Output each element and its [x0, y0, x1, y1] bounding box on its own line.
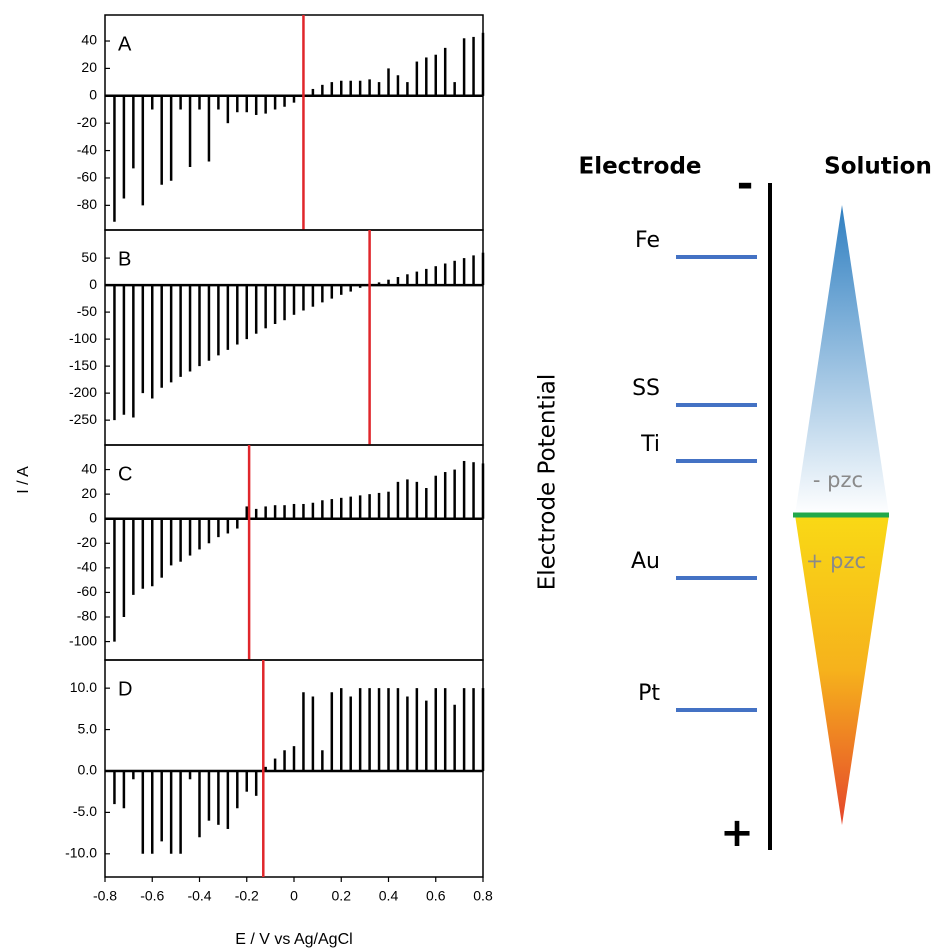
- minus-sign: -: [737, 161, 754, 207]
- x-tick-label: 0.2: [332, 888, 352, 904]
- metal-label: Pt: [638, 681, 660, 706]
- diagram: Electrode Solution Electrode Potential -…: [535, 154, 932, 857]
- metal-label: Au: [631, 549, 660, 574]
- y-tick-label: 0.0: [78, 762, 98, 778]
- y-tick-label: -80: [77, 196, 97, 212]
- x-tick-label: 0: [290, 888, 298, 904]
- panel: 10.0 5.0 0.0 -5.0 -10.0 D -0.8 -0.6 -0.4 -0.2 0 0.2…: [65, 659, 493, 948]
- x-tick-label: -0.4: [187, 888, 211, 904]
- y-tick-label: -80: [77, 608, 97, 624]
- positive-zone: [795, 515, 889, 825]
- x-tick-label: 0.6: [426, 888, 446, 904]
- panel: 40 20 0 -20 -40 -60 -80 A: [77, 14, 485, 231]
- y-tick-label: -150: [69, 357, 97, 373]
- y-tick-label: -20: [77, 114, 97, 130]
- axis-label: Electrode Potential: [535, 374, 561, 591]
- y-tick-label: 40: [81, 32, 97, 48]
- x-tick-label: 0.8: [473, 888, 493, 904]
- y-tick-label: -100: [69, 632, 97, 648]
- y-tick-label: 20: [81, 485, 97, 501]
- plus-sign: +: [720, 810, 754, 856]
- y-tick-label: -50: [77, 303, 97, 319]
- y-tick-label: 0: [89, 509, 97, 525]
- metal-label: Ti: [640, 432, 660, 457]
- y-tick-label: -10.0: [65, 845, 97, 861]
- solution-header: Solution: [824, 154, 932, 180]
- zone-label: - pzc: [813, 468, 863, 492]
- zone-label: + pzc: [806, 549, 866, 573]
- x-tick-label: -0.8: [93, 888, 117, 904]
- y-tick-label: -40: [77, 559, 97, 575]
- x-tick-label: -0.6: [140, 888, 164, 904]
- y-tick-label: -200: [69, 384, 97, 400]
- metal-label: SS: [632, 376, 660, 401]
- y-tick-label: -60: [77, 583, 97, 599]
- y-tick-label: -60: [77, 169, 97, 185]
- y-tick-label: -250: [69, 411, 97, 427]
- electrode-header: Electrode: [578, 154, 701, 180]
- y-tick-label: 5.0: [78, 720, 98, 736]
- y-tick-label: 20: [81, 59, 97, 75]
- panel-label: D: [118, 678, 132, 700]
- y-tick-label: 0: [89, 86, 97, 102]
- metal-label: Fe: [635, 228, 660, 253]
- y-tick-label: 50: [81, 249, 97, 265]
- panel-label: A: [118, 33, 132, 55]
- negative-zone: [795, 205, 889, 515]
- x-axis-label: E / V vs Ag/AgCl: [235, 931, 352, 948]
- y-tick-label: -40: [77, 141, 97, 157]
- panel: 40 20 0 -20 -40 -60 -80 -100 C: [69, 444, 485, 661]
- panel: 50 0 -50 -100 -150 -200 -250 B I / A: [15, 229, 485, 494]
- x-tick-label: 0.4: [379, 888, 399, 904]
- y-tick-label: -100: [69, 330, 97, 346]
- y-tick-label: 10.0: [70, 679, 97, 695]
- y-tick-label: -20: [77, 534, 97, 550]
- y-axis-label: I / A: [15, 466, 32, 494]
- y-tick-label: -5.0: [73, 803, 97, 819]
- x-tick-label: -0.2: [235, 888, 259, 904]
- y-tick-label: 0: [89, 276, 97, 292]
- panel-label: B: [118, 248, 131, 270]
- y-tick-label: 40: [81, 460, 97, 476]
- panel-label: C: [118, 463, 132, 485]
